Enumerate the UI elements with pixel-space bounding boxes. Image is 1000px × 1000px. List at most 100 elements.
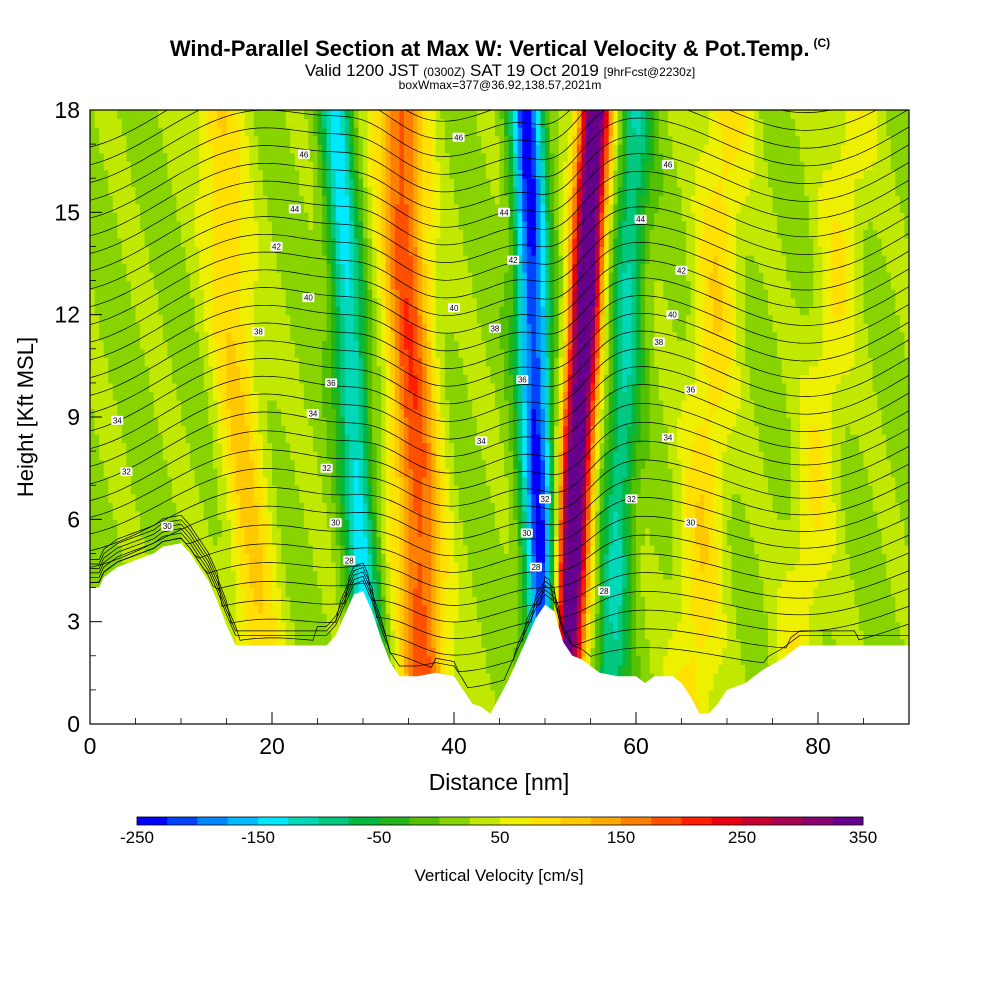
- theta-contour-line: [90, 403, 909, 501]
- colorbar-swatch: [500, 817, 531, 825]
- theta-label-text: 34: [113, 416, 122, 425]
- theta-contour-label: 44: [288, 204, 301, 214]
- forecast-info: [9hrFcst@2230z]: [603, 65, 696, 79]
- y-tick-label: 6: [67, 506, 80, 532]
- theta-contour-line: [90, 330, 909, 432]
- theta-contour-line: [90, 537, 909, 606]
- chart-title: Wind-Parallel Section at Max W: Vertical…: [0, 36, 1000, 62]
- theta-contour-label: 30: [684, 518, 697, 528]
- theta-contour-label: 42: [507, 255, 520, 265]
- theta-contour-line: [90, 459, 909, 552]
- theta-contour-line: [90, 515, 909, 583]
- colorbar-swatch: [348, 817, 380, 825]
- theta-contour-line: [90, 188, 909, 290]
- theta-contour-label: 34: [306, 409, 319, 419]
- theta-contour-label: 36: [325, 378, 338, 388]
- theta-contour-line: [90, 277, 909, 379]
- theta-contour-line: [90, 259, 909, 361]
- theta-contour-label: 40: [448, 303, 460, 313]
- colorbar-swatch: [288, 817, 319, 825]
- y-tick-label: 3: [67, 609, 80, 635]
- theta-label-text: 44: [290, 205, 299, 214]
- y-tick-label: 0: [67, 711, 80, 737]
- theta-label-text: 38: [490, 324, 499, 333]
- theta-contour-label: 36: [684, 385, 697, 395]
- theta-contour-label: 32: [120, 467, 133, 477]
- valid-utc: (0300Z): [423, 65, 466, 79]
- colorbar-swatch: [590, 817, 622, 825]
- theta-contour-label: 44: [498, 207, 511, 217]
- x-tick-label: 40: [441, 733, 467, 759]
- colorbar-tick-label: 150: [607, 828, 635, 847]
- colorbar-swatch: [802, 817, 834, 825]
- theta-contour-label: 32: [320, 463, 333, 473]
- colorbar-swatch: [832, 817, 864, 825]
- theta-contour-label: 46: [661, 160, 674, 170]
- theta-contour-label: 28: [529, 562, 542, 572]
- x-axis-label: Distance [nm]: [429, 769, 570, 795]
- colorbar-frame: [136, 816, 864, 826]
- colorbar-swatch: [227, 817, 259, 825]
- colorbar-swatch: [318, 817, 350, 825]
- colorbar-swatch: [409, 817, 440, 825]
- theta-contour-label: 40: [302, 293, 315, 303]
- theta-label-text: 38: [254, 328, 263, 337]
- theta-label-text: 36: [327, 379, 336, 388]
- theta-contour-label: 46: [452, 132, 465, 142]
- theta-label-text: 28: [345, 556, 354, 565]
- theta-label-text: 28: [531, 563, 540, 572]
- theta-contour-line: [90, 478, 909, 568]
- y-axis-label: Height [Kft MSL]: [13, 337, 38, 497]
- theta-contour-line: [90, 170, 909, 272]
- theta-contour-line: [90, 384, 909, 485]
- colorbar: -250 -150 -50 50 150 250 350: [120, 816, 877, 847]
- theta-label-text: 36: [518, 376, 527, 385]
- theta-contour-label: 42: [270, 241, 283, 251]
- theta-contour-label: 30: [329, 518, 342, 528]
- colorbar-swatch: [469, 817, 501, 825]
- theta-label-text: 38: [654, 338, 663, 347]
- theta-contour-line: [90, 206, 909, 308]
- theta-contour-line: [90, 366, 909, 467]
- theta-contour-line: [90, 312, 909, 414]
- theta-contour-line: [90, 514, 909, 623]
- y-tick-label: 15: [54, 199, 80, 225]
- theta-label-text: 42: [272, 242, 281, 251]
- theta-contour-line: [90, 110, 909, 201]
- theta-contour-label: 30: [520, 528, 533, 538]
- theta-label-text: 40: [668, 311, 677, 320]
- colorbar-swatch: [530, 817, 561, 825]
- colorbar-swatch: [137, 817, 168, 825]
- colorbar-swatch: [560, 817, 592, 825]
- y-tick-label: 18: [54, 97, 80, 123]
- theta-label-text: 30: [522, 529, 531, 538]
- x-tick-label: 80: [805, 733, 831, 759]
- colorbar-swatch: [379, 817, 410, 825]
- colorbar-label: Vertical Velocity [cm/s]: [414, 866, 583, 885]
- x-tick-label: 20: [259, 733, 285, 759]
- theta-contour-line: [90, 534, 909, 590]
- theta-contour-label: 34: [475, 436, 488, 446]
- x-tick-label: 0: [84, 733, 97, 759]
- colorbar-swatch: [772, 817, 803, 825]
- theta-label-text: 42: [677, 266, 686, 275]
- theta-label-text: 46: [663, 161, 672, 170]
- theta-label-text: 36: [686, 386, 695, 395]
- theta-label-text: 30: [686, 519, 695, 528]
- theta-label-text: 44: [500, 208, 509, 217]
- theta-label-text: 34: [308, 410, 317, 419]
- colorbar-swatch: [711, 817, 743, 825]
- colorbar-swatch: [167, 817, 198, 825]
- theta-label-text: 46: [454, 133, 463, 142]
- theta-contour-line: [90, 117, 909, 219]
- theta-contour-label: 28: [598, 586, 611, 596]
- theta-contour-line: [90, 110, 878, 183]
- theta-contour-line: [90, 519, 909, 639]
- theta-label-text: 32: [322, 464, 331, 473]
- theta-contour-label: 38: [652, 337, 665, 347]
- theta-label-text: 28: [600, 587, 609, 596]
- theta-contour-label: 44: [634, 214, 647, 224]
- boxwmax-note: boxWmax=377@36.92,138.57,2021m: [398, 78, 602, 92]
- theta-label-text: 44: [636, 215, 645, 224]
- theta-contour-label: 28: [343, 555, 356, 565]
